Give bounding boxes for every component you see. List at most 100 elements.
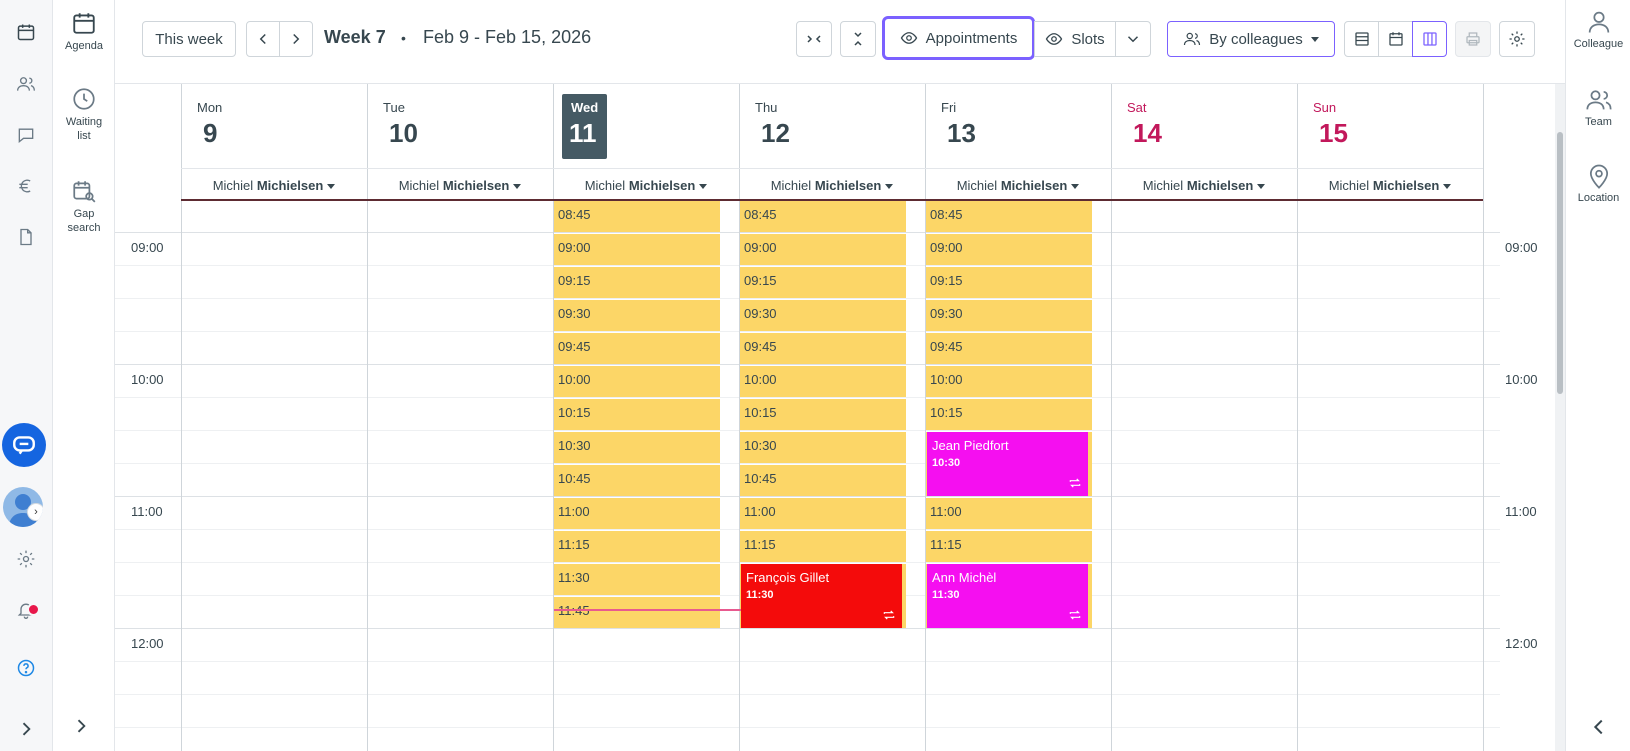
day-header-sat[interactable]: Sat 14: [1111, 84, 1297, 168]
gear-icon[interactable]: [13, 546, 39, 572]
day-header-sun[interactable]: Sun 15: [1297, 84, 1483, 168]
free-slot[interactable]: 09:45: [740, 333, 906, 364]
free-slot[interactable]: 09:30: [926, 300, 1092, 331]
sidebar-item-gap-search[interactable]: Gap search: [53, 178, 115, 235]
day-number: 13: [947, 118, 976, 148]
colleague-dropdown[interactable]: Michiel Michielsen: [181, 168, 367, 201]
columns-view-button[interactable]: [1412, 21, 1447, 57]
collapse-rows-button[interactable]: [840, 21, 876, 57]
vertical-scrollbar[interactable]: [1555, 84, 1565, 751]
free-slot[interactable]: 09:15: [740, 267, 906, 298]
free-slot[interactable]: 11:00: [926, 498, 1092, 529]
free-slot[interactable]: 10:00: [554, 366, 720, 397]
appointments-toggle-button[interactable]: Appointments: [882, 16, 1035, 60]
free-slot[interactable]: 11:00: [740, 498, 906, 529]
list-view-button[interactable]: [1344, 21, 1379, 57]
sidebar-item-waiting-list[interactable]: Waiting list: [53, 86, 115, 143]
message-icon[interactable]: [13, 122, 39, 148]
free-slot[interactable]: 10:00: [740, 366, 906, 397]
free-slot[interactable]: 09:45: [926, 333, 1092, 364]
free-slot[interactable]: 08:45: [554, 201, 720, 232]
day-header-wed[interactable]: Wed 11: [553, 84, 739, 168]
free-slot[interactable]: 09:15: [926, 267, 1092, 298]
sidebar-item-agenda[interactable]: Agenda: [53, 10, 115, 53]
colleague-dropdown[interactable]: Michiel Michielsen: [739, 168, 925, 201]
day-number: 10: [389, 118, 418, 148]
filter-sidebar: Colleague Team Location: [1565, 0, 1630, 751]
document-icon[interactable]: [13, 224, 39, 250]
day-header-mon[interactable]: Mon 9: [181, 84, 367, 168]
free-slot[interactable]: 08:45: [926, 201, 1092, 232]
calendar-icon[interactable]: [13, 19, 39, 45]
expand-chevron-icon[interactable]: [71, 716, 97, 742]
free-slot[interactable]: 09:30: [740, 300, 906, 331]
colleague-dropdown[interactable]: Michiel Michielsen: [925, 168, 1111, 201]
day-header-tue[interactable]: Tue 10: [367, 84, 553, 168]
user-icon: [1588, 11, 1609, 33]
free-slot[interactable]: 09:30: [554, 300, 720, 331]
colleague-dropdown[interactable]: Michiel Michielsen: [1297, 168, 1483, 201]
time-label: 12:00: [131, 636, 164, 651]
free-slot[interactable]: 09:00: [554, 234, 720, 265]
next-week-button[interactable]: [279, 21, 313, 57]
free-slot[interactable]: 11:45: [554, 597, 720, 628]
support-chat-button[interactable]: [2, 423, 46, 467]
help-icon[interactable]: [13, 655, 39, 681]
free-slot[interactable]: 08:45: [740, 201, 906, 232]
row-line: [115, 397, 1500, 398]
sidebar-item-location[interactable]: Location: [1566, 162, 1630, 204]
free-slot[interactable]: 10:45: [554, 465, 720, 496]
calendar-view-button[interactable]: [1378, 21, 1413, 57]
view-by-colleagues-dropdown[interactable]: By colleagues: [1167, 21, 1335, 57]
caret-down-icon: [1443, 184, 1452, 190]
collapse-columns-button[interactable]: [796, 21, 832, 57]
avatar[interactable]: ›: [3, 487, 43, 527]
sidebar-item-label: Location: [1577, 192, 1620, 204]
free-slot[interactable]: 11:00: [554, 498, 720, 529]
appointment-card[interactable]: Ann Michèl 11:30: [927, 564, 1088, 628]
free-slot[interactable]: 10:45: [740, 465, 906, 496]
day-header-fri[interactable]: Fri 13: [925, 84, 1111, 168]
calendar-toolbar: This week Week 7 • Feb 9 - Feb 15, 2026 …: [115, 0, 1565, 84]
free-slot[interactable]: 09:00: [926, 234, 1092, 265]
free-slot[interactable]: 10:00: [926, 366, 1092, 397]
free-slot[interactable]: 09:00: [740, 234, 906, 265]
day-number: 11: [569, 118, 597, 148]
sidebar-item-label: search: [67, 222, 101, 234]
sidebar-item-team[interactable]: Team: [1566, 86, 1630, 128]
expand-chevron-icon[interactable]: [13, 716, 39, 742]
appointment-card[interactable]: Jean Piedfort 10:30: [927, 432, 1088, 496]
this-week-button[interactable]: This week: [142, 21, 236, 57]
free-slot[interactable]: 11:15: [740, 531, 906, 562]
free-slot[interactable]: 10:15: [554, 399, 720, 430]
day-header-thu[interactable]: Thu 12: [739, 84, 925, 168]
colleague-dropdown[interactable]: Michiel Michielsen: [553, 168, 739, 201]
column-divider: [553, 84, 554, 751]
slots-toggle-button[interactable]: Slots: [1034, 21, 1116, 57]
colleague-first-name: Michiel: [956, 178, 998, 193]
colleague-dropdown[interactable]: Michiel Michielsen: [367, 168, 553, 201]
euro-icon[interactable]: [13, 173, 39, 199]
users-icon[interactable]: [13, 71, 39, 97]
settings-button[interactable]: [1499, 21, 1535, 57]
free-slot[interactable]: 10:15: [926, 399, 1092, 430]
previous-week-button[interactable]: [246, 21, 280, 57]
free-slot[interactable]: 10:30: [740, 432, 906, 463]
scrollbar-thumb[interactable]: [1557, 132, 1563, 394]
free-slot[interactable]: 09:15: [554, 267, 720, 298]
free-slot[interactable]: 11:15: [926, 531, 1092, 562]
sidebar-item-label: Gap: [73, 208, 95, 220]
free-slot[interactable]: 11:15: [554, 531, 720, 562]
appointment-card[interactable]: François Gillet 11:30: [741, 564, 902, 628]
collapse-chevron-icon[interactable]: [1588, 716, 1610, 738]
slots-dropdown-button[interactable]: [1115, 21, 1151, 57]
free-slot[interactable]: 11:30: [554, 564, 720, 595]
free-slot[interactable]: 09:45: [554, 333, 720, 364]
sidebar-item-colleague[interactable]: Colleague: [1566, 8, 1630, 50]
print-button[interactable]: [1455, 21, 1491, 57]
free-slot[interactable]: 10:30: [554, 432, 720, 463]
free-slot[interactable]: 10:15: [740, 399, 906, 430]
users-icon: [1585, 90, 1612, 110]
week-grid: Mon 9 Tue 10 Wed 11 Thu 12 Fri 13 Sat 14…: [115, 84, 1550, 751]
colleague-dropdown[interactable]: Michiel Michielsen: [1111, 168, 1297, 201]
